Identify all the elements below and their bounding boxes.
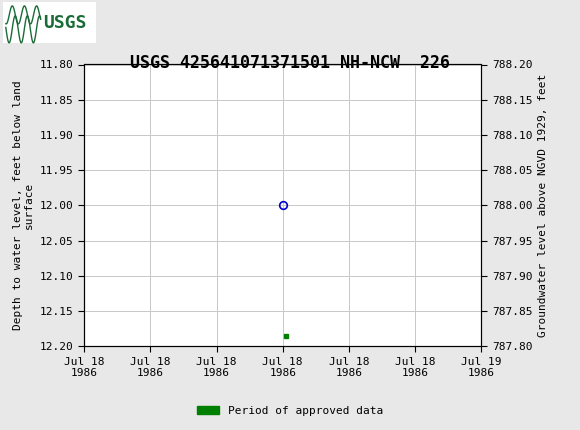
Text: USGS 425641071371501 NH-NCW  226: USGS 425641071371501 NH-NCW 226 — [130, 54, 450, 72]
Y-axis label: Groundwater level above NGVD 1929, feet: Groundwater level above NGVD 1929, feet — [538, 74, 548, 337]
Text: USGS: USGS — [44, 14, 87, 31]
Bar — [3, 2, 96, 43]
Legend: Period of approved data: Period of approved data — [193, 401, 387, 420]
Y-axis label: Depth to water level, feet below land
surface: Depth to water level, feet below land su… — [13, 80, 34, 330]
